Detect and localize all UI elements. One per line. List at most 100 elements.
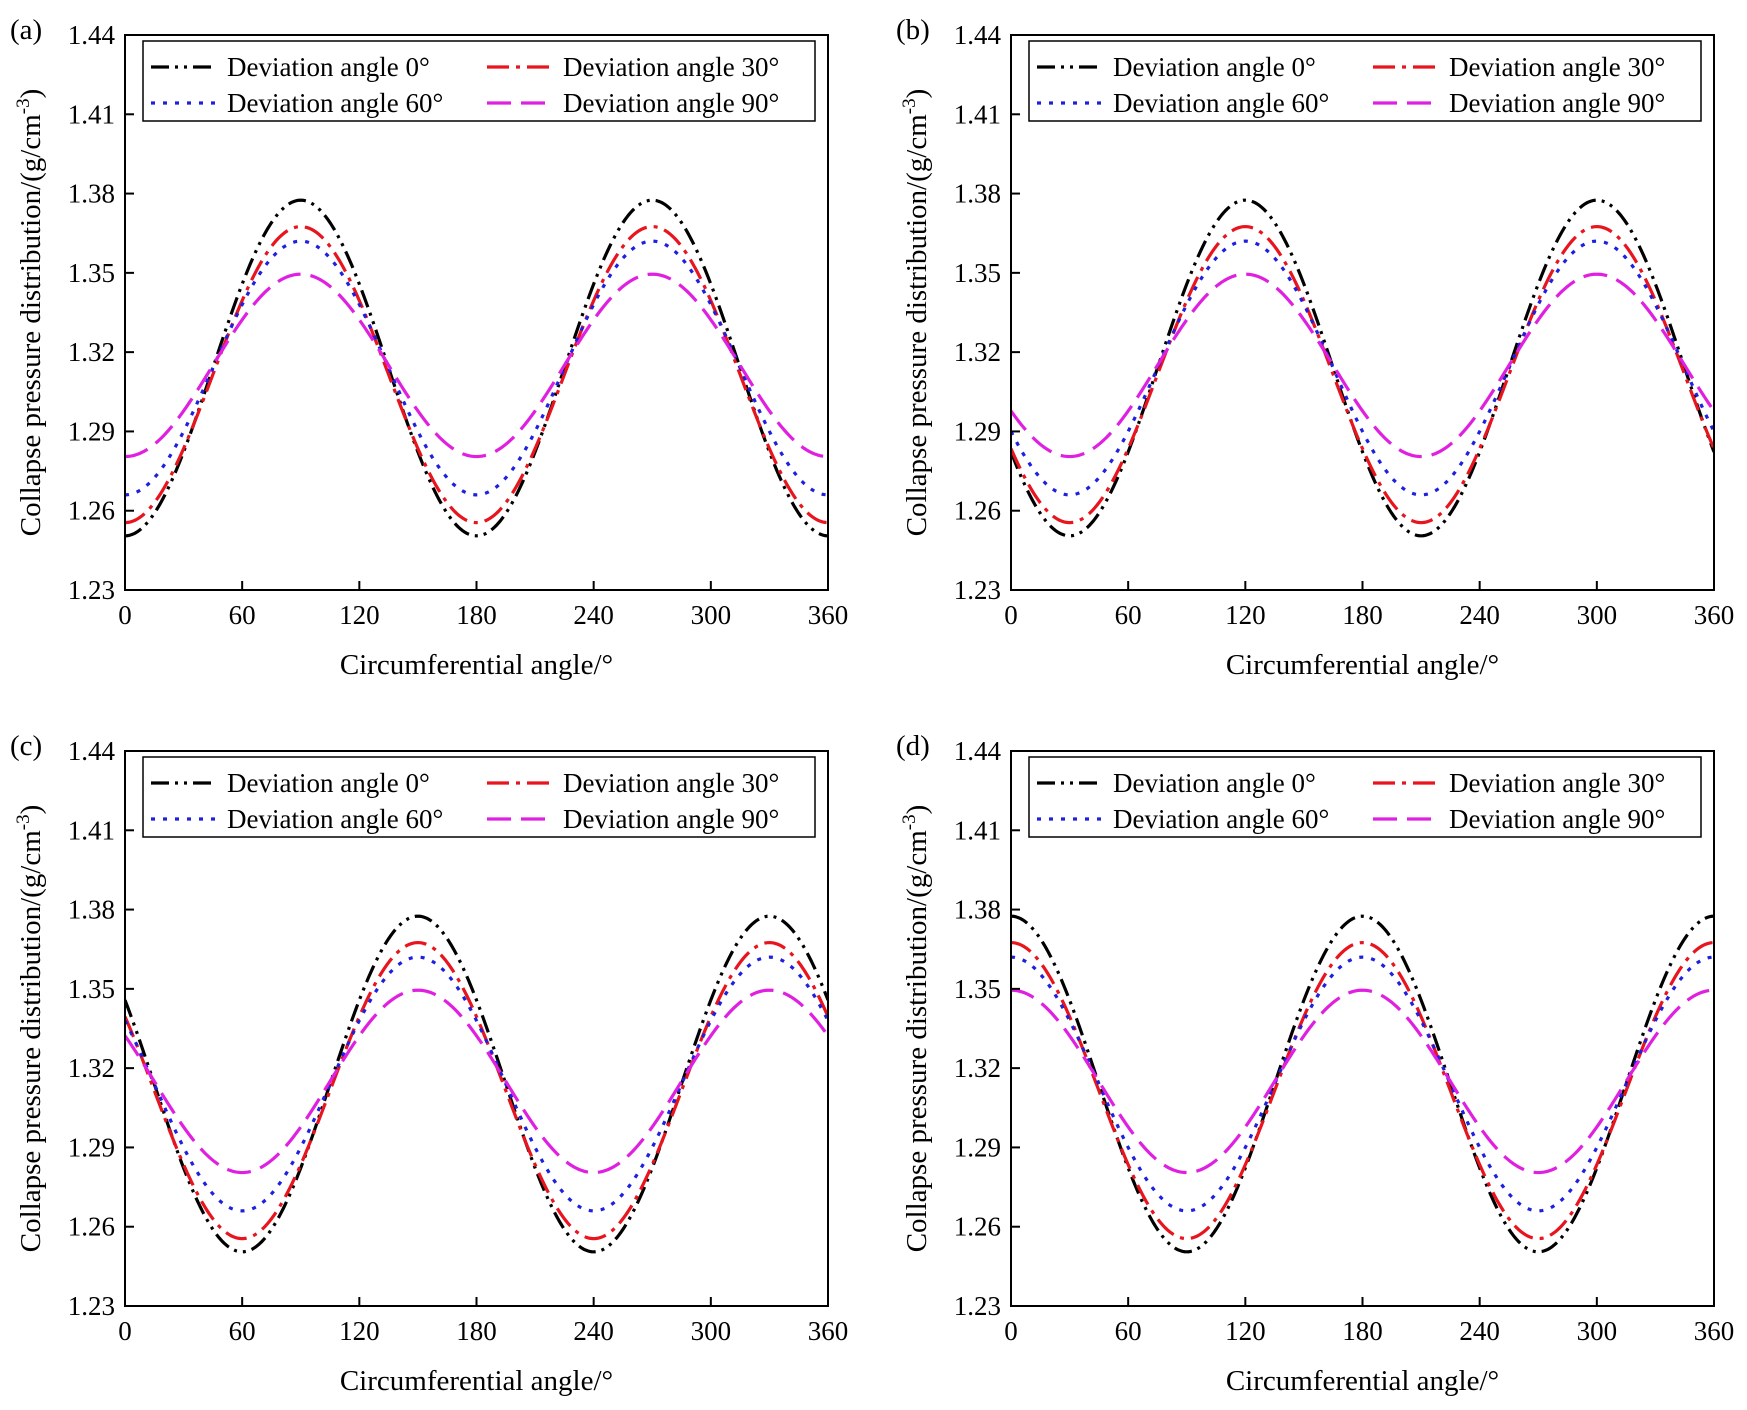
y-axis-title-end: ) [15, 805, 47, 815]
panel-label: (c) [10, 730, 42, 762]
y-tick-label: 1.38 [68, 179, 115, 209]
series-line-0 [125, 198, 828, 538]
y-axis-title: Collapse pressure distribution/(g/cm-3) [13, 805, 47, 1253]
y-axis-title-sup: -3 [899, 98, 920, 114]
legend-label: Deviation angle 30° [563, 52, 779, 82]
y-tick-label: 1.26 [954, 1212, 1001, 1242]
x-tick-label: 240 [1459, 600, 1500, 630]
x-tick-label: 0 [1004, 1316, 1018, 1346]
y-tick-label: 1.23 [68, 1291, 115, 1321]
series-line-1 [1011, 941, 1714, 1241]
x-tick-label: 240 [1459, 1316, 1500, 1346]
y-tick-label: 1.32 [954, 337, 1001, 367]
legend: Deviation angle 0° Deviation angle 30° Dev… [1028, 756, 1702, 838]
x-tick-label: 120 [339, 600, 380, 630]
series-line-1 [125, 941, 828, 1241]
legend-label: Deviation angle 60° [227, 88, 443, 118]
x-tick-label: 120 [339, 1316, 380, 1346]
y-axis-title-main: Collapse pressure distribution/(g/cm [901, 830, 933, 1252]
x-tick-label: 0 [118, 600, 132, 630]
y-tick-label: 1.44 [68, 20, 116, 50]
x-tick-label: 300 [691, 1316, 732, 1346]
series-line-2 [125, 955, 828, 1213]
x-axis-title: Circumferential angle/° [1226, 1365, 1499, 1397]
y-tick-label: 1.35 [68, 258, 115, 288]
legend-label: Deviation angle 90° [1449, 804, 1665, 834]
y-tick-label: 1.38 [68, 895, 115, 925]
legend-label: Deviation angle 30° [1449, 52, 1665, 82]
y-axis-title-sup: -3 [13, 814, 34, 830]
legend-label: Deviation angle 60° [1113, 804, 1329, 834]
legend-label: Deviation angle 0° [227, 52, 430, 82]
legend-label: Deviation angle 90° [563, 88, 779, 118]
y-tick-label: 1.32 [954, 1053, 1001, 1083]
y-tick-label: 1.41 [68, 99, 115, 129]
x-tick-label: 240 [573, 1316, 614, 1346]
y-axis-title-main: Collapse pressure distribution/(g/cm [901, 114, 933, 536]
series-line-2 [125, 239, 828, 497]
legend-label: Deviation angle 0° [1113, 768, 1316, 798]
series-line-2 [1011, 239, 1714, 497]
x-tick-label: 180 [1342, 1316, 1383, 1346]
x-tick-label: 360 [808, 600, 849, 630]
x-tick-label: 0 [118, 1316, 132, 1346]
legend-label: Deviation angle 90° [563, 804, 779, 834]
panel-label: (d) [896, 730, 930, 762]
y-axis-title-sup: -3 [13, 98, 34, 114]
y-tick-label: 1.29 [954, 416, 1001, 446]
y-axis-title: Collapse pressure distribution/(g/cm-3) [13, 89, 47, 537]
y-tick-label: 1.41 [68, 815, 115, 845]
y-tick-label: 1.41 [954, 99, 1001, 129]
y-tick-label: 1.23 [954, 575, 1001, 605]
x-tick-label: 60 [1115, 600, 1142, 630]
series-line-0 [1011, 914, 1714, 1254]
y-tick-label: 1.26 [68, 496, 115, 526]
y-tick-label: 1.26 [68, 1212, 115, 1242]
x-tick-label: 0 [1004, 600, 1018, 630]
y-axis-title-end: ) [15, 89, 47, 99]
series-line-3 [1011, 272, 1714, 459]
chart-panel-d: 0 60 120 180 240 300 360 1.23 1.26 1.29 1.32 1.35 1.… [896, 730, 1734, 1397]
x-tick-label: 360 [1694, 1316, 1735, 1346]
y-tick-label: 1.41 [954, 815, 1001, 845]
x-tick-label: 360 [1694, 600, 1735, 630]
legend-label: Deviation angle 60° [227, 804, 443, 834]
x-tick-label: 240 [573, 600, 614, 630]
y-axis-title-end: ) [901, 805, 933, 815]
y-tick-label: 1.44 [68, 736, 116, 766]
y-tick-label: 1.35 [954, 258, 1001, 288]
y-tick-label: 1.44 [954, 20, 1002, 50]
series-line-2 [1011, 955, 1714, 1213]
series-group [1011, 198, 1714, 538]
y-axis-title: Collapse pressure distribution/(g/cm-3) [899, 805, 933, 1253]
legend-box [142, 756, 816, 838]
x-tick-label: 120 [1225, 600, 1266, 630]
y-axis-title-end: ) [901, 89, 933, 99]
x-tick-label: 300 [1577, 1316, 1618, 1346]
legend-box [1028, 40, 1702, 122]
y-tick-label: 1.35 [68, 974, 115, 1004]
series-line-3 [1011, 988, 1714, 1175]
x-tick-label: 60 [229, 1316, 256, 1346]
y-tick-label: 1.35 [954, 974, 1001, 1004]
series-group [125, 198, 828, 538]
legend-label: Deviation angle 90° [1449, 88, 1665, 118]
series-line-0 [1011, 198, 1714, 538]
panel-label: (b) [896, 14, 930, 46]
legend-label: Deviation angle 0° [1113, 52, 1316, 82]
series-line-1 [125, 225, 828, 525]
x-tick-label: 180 [456, 600, 497, 630]
y-tick-label: 1.38 [954, 179, 1001, 209]
series-group [125, 914, 828, 1254]
x-tick-label: 360 [808, 1316, 849, 1346]
y-axis-title-main: Collapse pressure distribution/(g/cm [15, 830, 47, 1252]
panel-label: (a) [10, 14, 42, 46]
series-line-3 [125, 272, 828, 459]
chart-panel-a: 0 60 120 180 240 300 360 1.23 1.26 1.29 1.32 1.35 1.… [10, 14, 848, 681]
legend-label: Deviation angle 60° [1113, 88, 1329, 118]
legend-label: Deviation angle 0° [227, 768, 430, 798]
x-tick-label: 60 [1115, 1316, 1142, 1346]
chart-panel-c: 0 60 120 180 240 300 360 1.23 1.26 1.29 1.32 1.35 1.… [10, 730, 848, 1397]
y-tick-label: 1.44 [954, 736, 1002, 766]
legend: Deviation angle 0° Deviation angle 30° Dev… [142, 756, 816, 838]
